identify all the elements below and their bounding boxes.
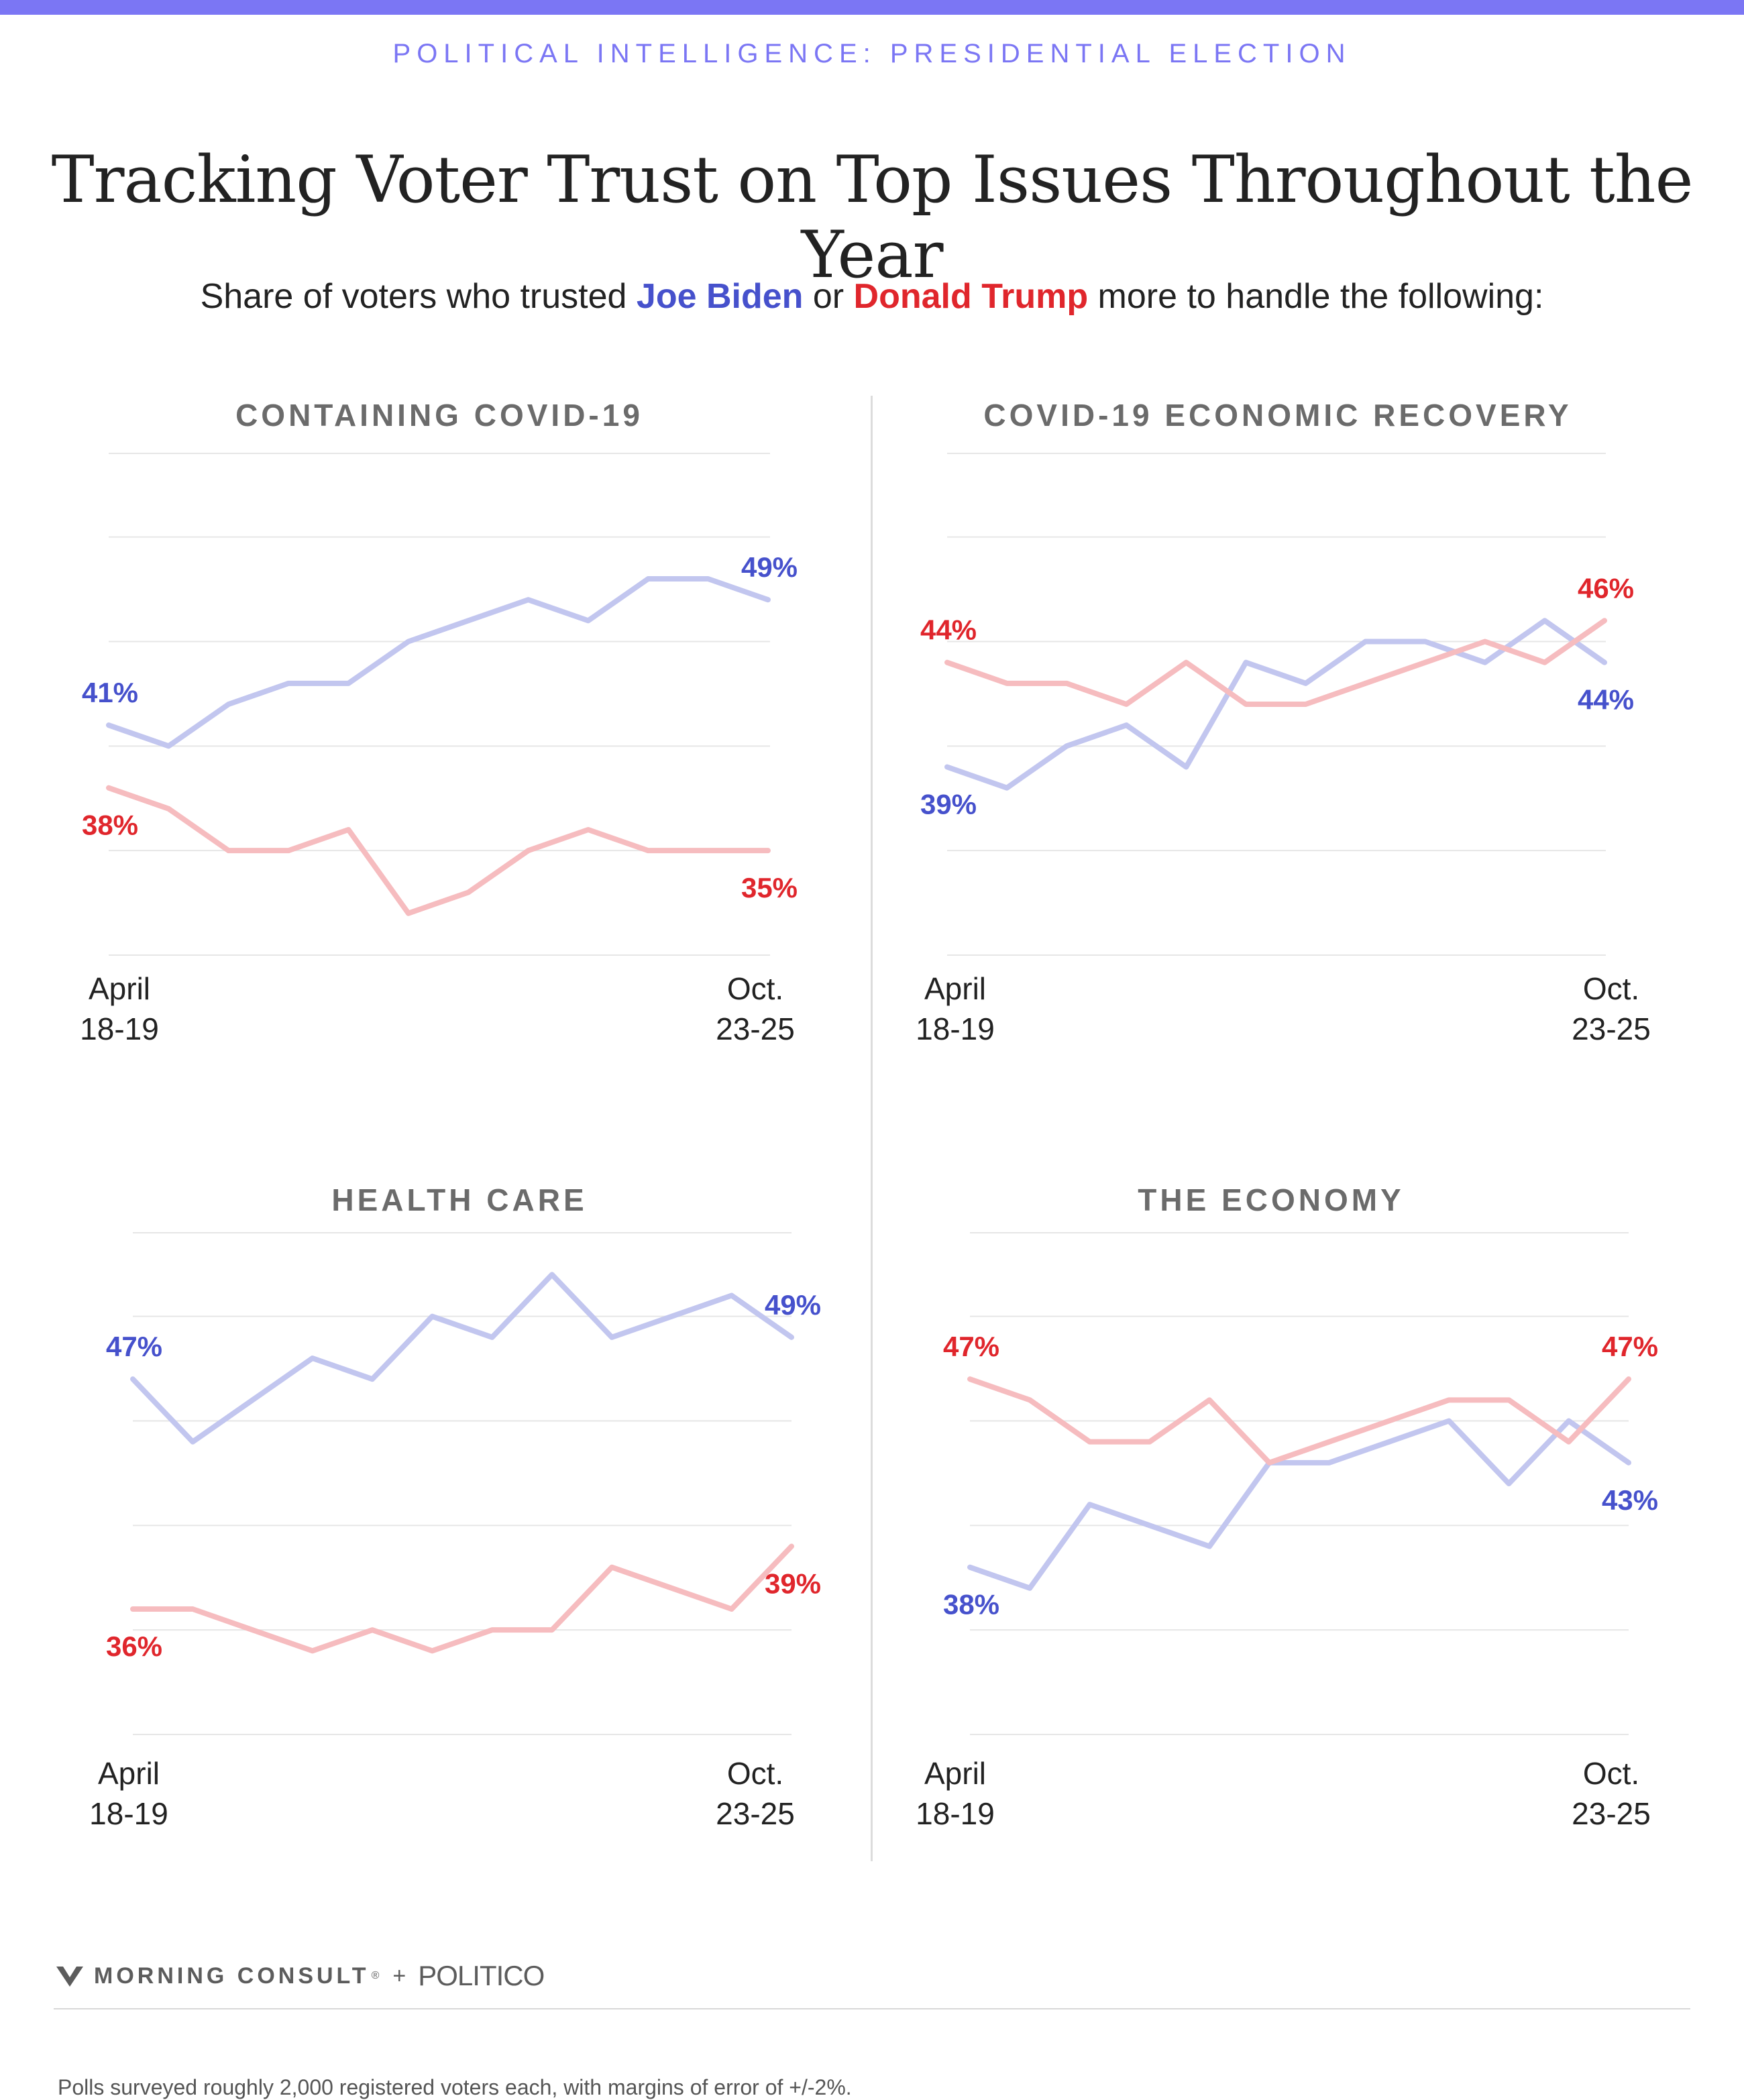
economic-recovery-x-end-month: Oct. bbox=[1583, 971, 1639, 1006]
economic-recovery-biden-start-label: 39% bbox=[920, 789, 977, 820]
economic-recovery-x-start-days: 18-19 bbox=[916, 1011, 995, 1046]
panel-title-economy: THE ECONOMY bbox=[1138, 1182, 1405, 1217]
politico-brand: POLITICO bbox=[418, 1960, 545, 1991]
containing-covid-trump-end-label: 35% bbox=[741, 872, 798, 903]
morning-consult-logo-icon bbox=[56, 1967, 83, 1987]
health-care-x-end-days: 23-25 bbox=[716, 1796, 795, 1831]
health-care-biden-line bbox=[130, 1272, 794, 1445]
subtitle-pre: Share of voters who trusted bbox=[200, 277, 637, 316]
health-care-x-start-month: April bbox=[98, 1756, 160, 1791]
kicker: POLITICAL INTELLIGENCE: PRESIDENTIAL ELE… bbox=[392, 39, 1352, 68]
economy-trump-line bbox=[967, 1376, 1631, 1466]
containing-covid-x-end-days: 23-25 bbox=[716, 1011, 795, 1046]
economic-recovery-biden-line bbox=[944, 618, 1607, 791]
panel-title-economic-recovery: COVID-19 ECONOMIC RECOVERY bbox=[983, 398, 1572, 433]
economy-x-start-month: April bbox=[924, 1756, 986, 1791]
subtitle-mid: or bbox=[803, 277, 854, 316]
economy-trump-end-label: 47% bbox=[1602, 1331, 1658, 1362]
panel-title-containing-covid: CONTAINING COVID-19 bbox=[235, 398, 643, 433]
health-care-x-end-month: Oct. bbox=[727, 1756, 783, 1791]
containing-covid-biden-line bbox=[106, 576, 771, 749]
containing-covid-biden-start-label: 41% bbox=[82, 677, 138, 708]
economic-recovery-x-end-days: 23-25 bbox=[1572, 1011, 1651, 1046]
economic-recovery-x-start-month: April bbox=[924, 971, 986, 1006]
economic-recovery-trump-start-label: 44% bbox=[920, 614, 977, 646]
economy-biden-end-label: 43% bbox=[1602, 1484, 1658, 1516]
economy-x-start-days: 18-19 bbox=[916, 1796, 995, 1831]
containing-covid-x-end-month: Oct. bbox=[727, 971, 783, 1006]
top-accent-bar bbox=[0, 0, 1744, 15]
containing-covid-biden-end-label: 49% bbox=[741, 551, 798, 583]
health-care-trump-line bbox=[130, 1543, 794, 1654]
economic-recovery-trump-end-label: 46% bbox=[1578, 572, 1634, 604]
containing-covid-trump-start-label: 38% bbox=[82, 810, 138, 841]
containing-covid-x-start-days: 18-19 bbox=[80, 1011, 159, 1046]
economy-x-end-month: Oct. bbox=[1583, 1756, 1639, 1791]
economic-recovery-trump-line bbox=[944, 618, 1607, 707]
page-title: Tracking Voter Trust on Top Issues Throu… bbox=[51, 142, 1694, 292]
morning-consult-brand: MORNING CONSULT bbox=[94, 1963, 370, 1989]
health-care-trump-end-label: 39% bbox=[765, 1568, 821, 1600]
economy-biden-line bbox=[967, 1418, 1631, 1591]
economy-x-end-days: 23-25 bbox=[1572, 1796, 1651, 1831]
registered-mark: ® bbox=[371, 1970, 380, 1981]
containing-covid-x-start-month: April bbox=[89, 971, 150, 1006]
panel-divider bbox=[871, 396, 873, 1861]
containing-covid-trump-line bbox=[106, 785, 771, 916]
subtitle-biden: Joe Biden bbox=[636, 277, 804, 316]
health-care-x-start-days: 18-19 bbox=[89, 1796, 168, 1831]
brand-plus: + bbox=[392, 1963, 406, 1989]
health-care-biden-start-label: 47% bbox=[106, 1331, 162, 1362]
subtitle: Share of voters who trusted Joe Biden or… bbox=[0, 276, 1744, 317]
footnote: Polls surveyed roughly 2,000 registered … bbox=[58, 2075, 852, 2099]
footer-rule bbox=[54, 2008, 1690, 2009]
footer-brands: MORNING CONSULT ® + POLITICO bbox=[55, 1957, 545, 1995]
economy-biden-start-label: 38% bbox=[943, 1589, 999, 1620]
economy-trump-start-label: 47% bbox=[943, 1331, 999, 1362]
subtitle-post: more to handle the following: bbox=[1088, 277, 1544, 316]
economic-recovery-biden-end-label: 44% bbox=[1578, 684, 1634, 716]
panel-title-health-care: HEALTH CARE bbox=[331, 1182, 588, 1217]
health-care-biden-end-label: 49% bbox=[765, 1289, 821, 1321]
subtitle-trump: Donald Trump bbox=[853, 277, 1089, 316]
health-care-trump-start-label: 36% bbox=[106, 1631, 162, 1662]
